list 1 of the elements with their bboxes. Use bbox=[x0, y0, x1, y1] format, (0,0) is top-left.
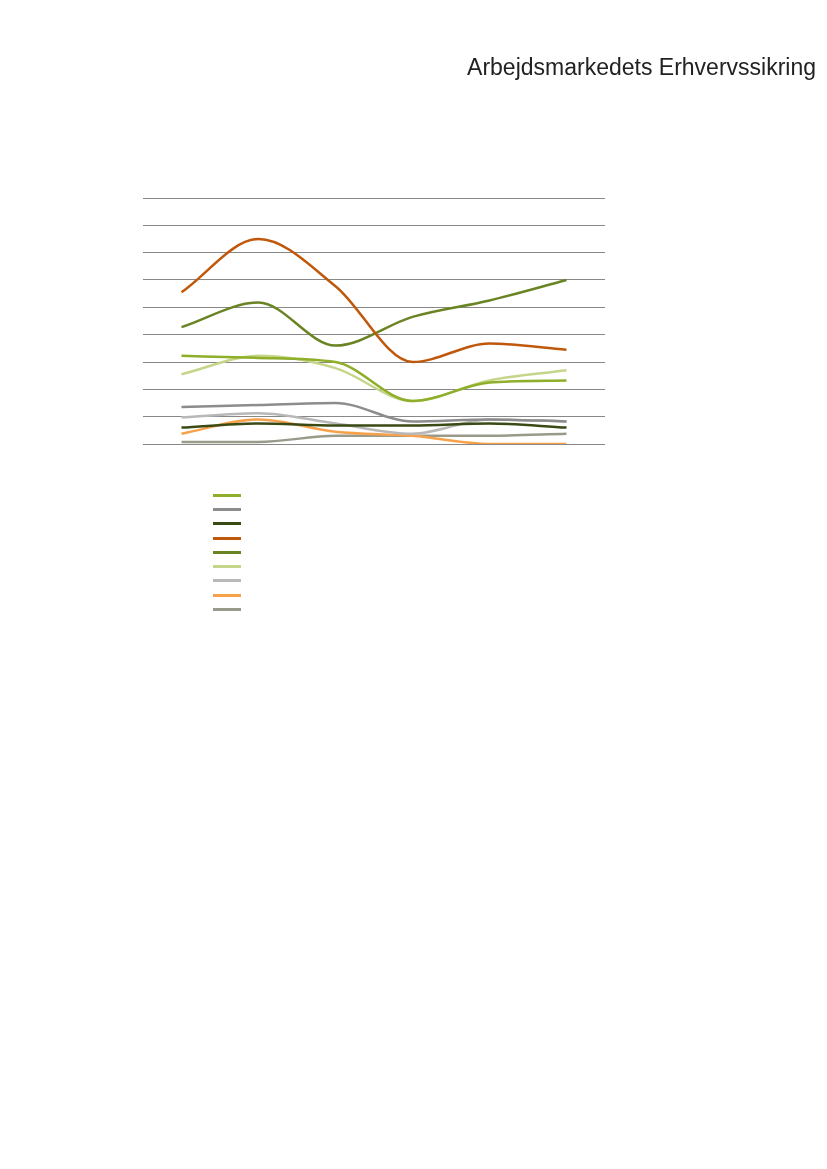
chart-title: Arbejdsmarkedets Erhvervssikring bbox=[467, 54, 816, 81]
